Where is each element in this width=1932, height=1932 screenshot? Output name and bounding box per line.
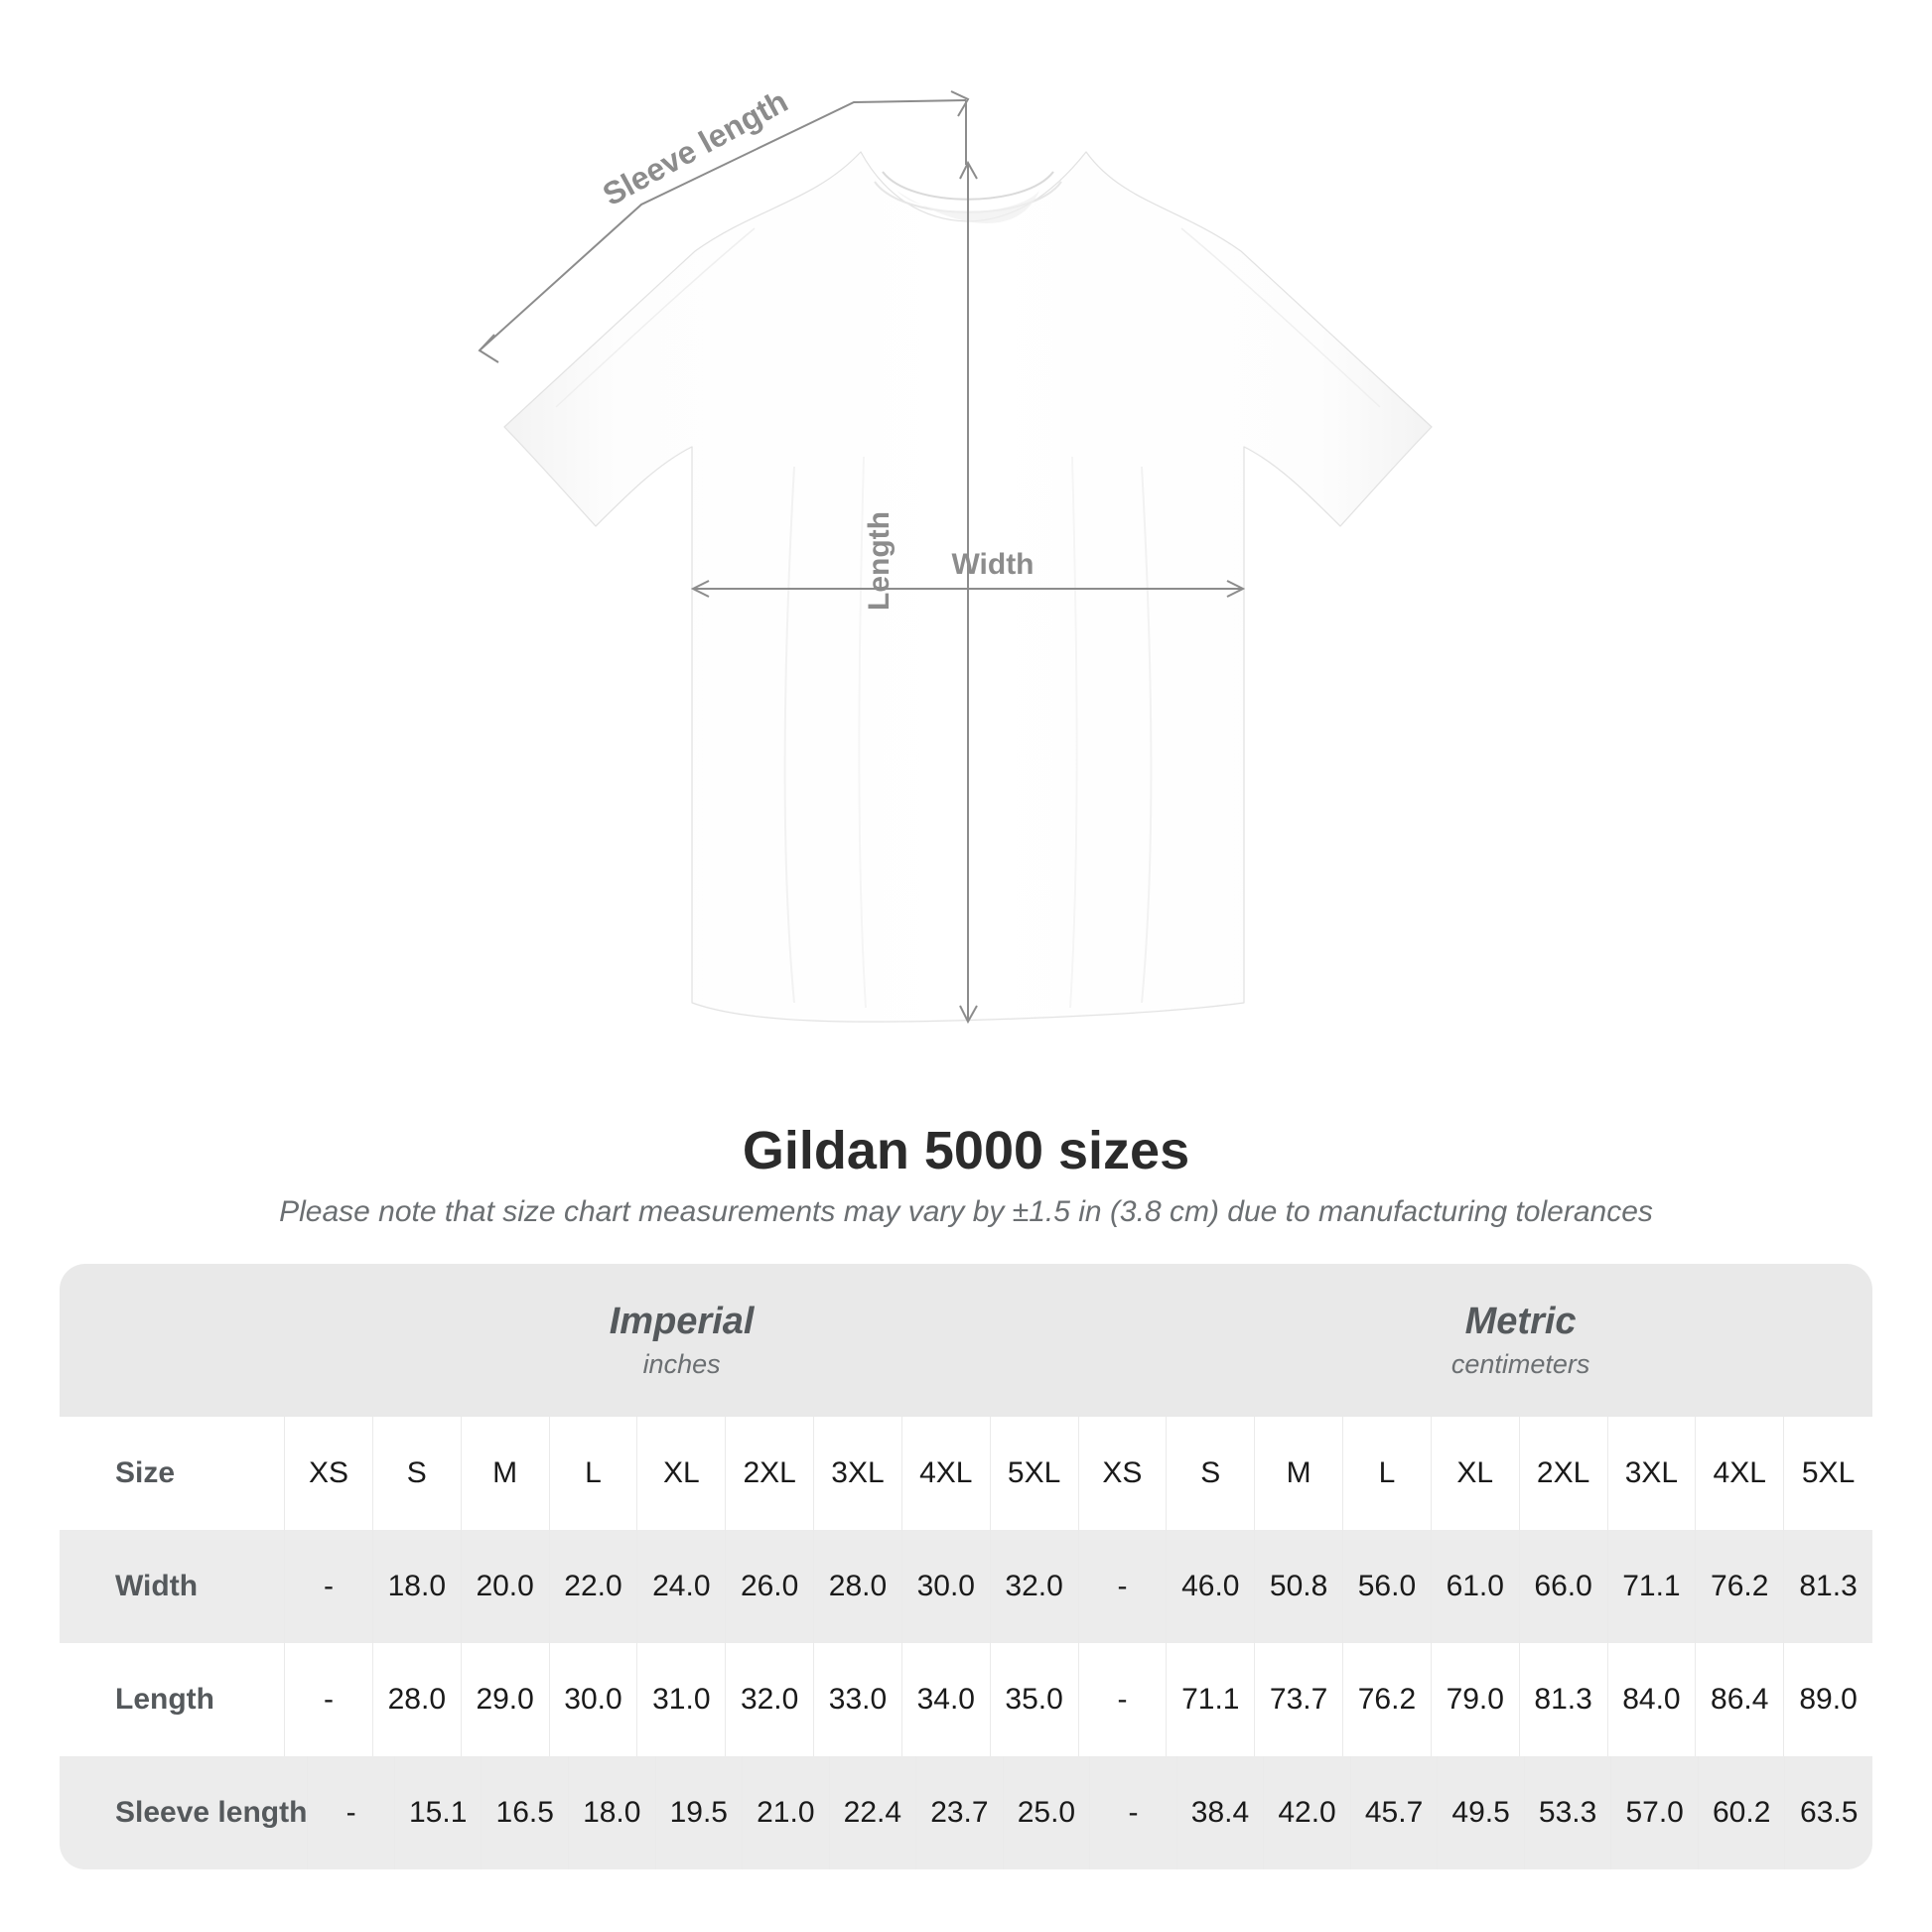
svg-text:Length: Length: [863, 511, 896, 611]
svg-text:Width: Width: [951, 548, 1034, 581]
svg-text:Sleeve length: Sleeve length: [597, 82, 793, 212]
